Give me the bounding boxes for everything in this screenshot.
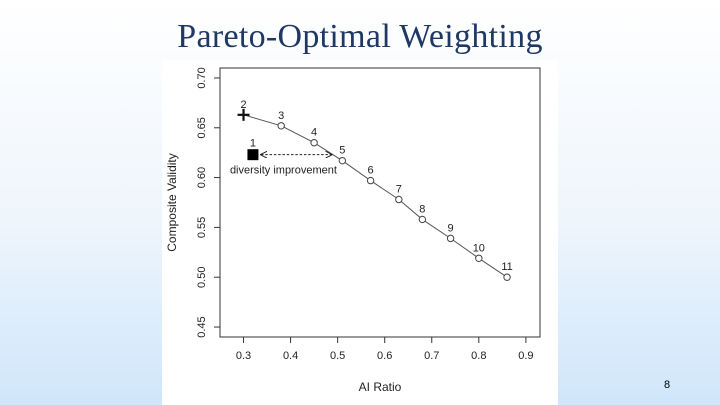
data-point (310, 139, 318, 147)
point-label: 3 (278, 110, 284, 122)
point-label: 10 (473, 242, 485, 254)
plot-frame (219, 67, 541, 338)
y-tick-label: 0.60 (196, 167, 208, 188)
point-label: 4 (311, 127, 317, 139)
y-tick-label: 0.50 (196, 267, 208, 288)
x-tick-label: 0.9 (518, 350, 533, 362)
pareto-scatter-chart: 0.3 0.4 0.5 0.6 0.7 0.8 0.9 0.45 0.50 0.55 0.60 0.6… (165, 67, 541, 394)
y-tick-label: 0.55 (196, 217, 208, 238)
slide-title: Pareto-Optimal Weighting (177, 18, 543, 55)
chart-panel: 0.3 0.4 0.5 0.6 0.7 0.8 0.9 0.45 0.50 0.55 0.60 0.6… (162, 60, 558, 405)
x-tick-label: 0.3 (236, 350, 251, 362)
annotation-text: diversity improvement (230, 165, 337, 177)
x-tick-label: 0.8 (471, 350, 486, 362)
reference-point-square (247, 149, 259, 161)
point-label: 8 (419, 203, 425, 215)
pareto-frontier-line (243, 114, 508, 278)
data-point (366, 176, 375, 185)
point-label: 2 (240, 99, 246, 111)
x-axis-label: AI Ratio (359, 380, 402, 394)
reference-point-label: 1 (250, 138, 256, 150)
data-point (418, 215, 427, 224)
data-point (277, 122, 285, 130)
data-point (338, 156, 347, 165)
page-number: 8 (664, 379, 671, 391)
data-point (395, 195, 403, 204)
y-tick-label: 0.45 (196, 316, 208, 337)
y-axis-label: Composite Validity (165, 153, 179, 251)
data-point (446, 234, 455, 243)
x-tick-label: 0.4 (283, 350, 298, 362)
data-point (475, 254, 483, 262)
point-label: 11 (501, 261, 512, 273)
x-tick-label: 0.6 (377, 350, 392, 362)
y-tick-label: 0.70 (196, 67, 208, 88)
point-label: 6 (368, 165, 374, 177)
y-tick-label: 0.65 (196, 117, 208, 138)
x-tick-label: 0.5 (330, 350, 345, 362)
point-label: 7 (396, 184, 402, 196)
point-label: 9 (448, 222, 454, 234)
data-point (503, 273, 511, 281)
x-tick-label: 0.7 (424, 350, 439, 362)
point-label: 5 (339, 145, 345, 157)
